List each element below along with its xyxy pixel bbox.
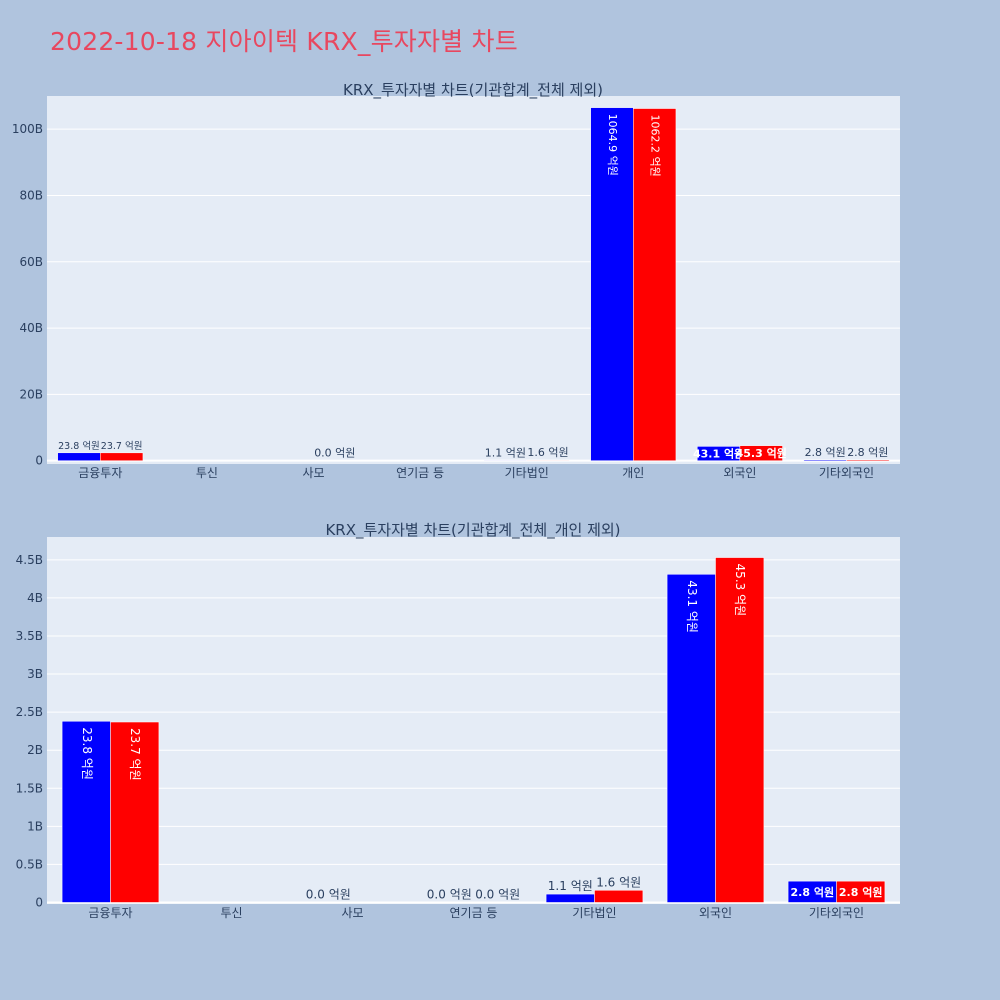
bar-value-label: 2.8 억원 <box>791 885 835 899</box>
y-tick-label: 2B <box>27 743 43 757</box>
x-tick-label: 외국인 <box>699 906 732 920</box>
bar <box>526 459 570 461</box>
x-tick-label: 기타외국인 <box>819 466 874 480</box>
bar-value-label: 0.0 억원 <box>427 887 472 901</box>
bar <box>594 890 644 903</box>
y-tick-label: 0.5B <box>16 857 43 871</box>
x-tick-label: 연기금 등 <box>450 906 498 920</box>
y-tick-label: 40B <box>19 321 43 335</box>
chart-2-title: KRX_투자자별 차트(기관합계_전체_개인 제외) <box>325 521 620 540</box>
x-tick-label: 금융투자 <box>88 906 132 920</box>
y-tick-label: 60B <box>19 255 43 269</box>
x-tick-label: 기타외국인 <box>809 906 864 920</box>
y-tick-label: 1.5B <box>16 781 43 795</box>
bar <box>836 880 886 903</box>
x-tick-label: 사모 <box>341 906 363 920</box>
x-tick-label: 금융투자 <box>78 466 122 480</box>
bar-value-label: 1.6 억원 <box>527 446 568 459</box>
y-tick-label: 100B <box>12 122 43 136</box>
bar-value-label: 23.7 억원 <box>101 440 143 452</box>
x-tick-label: 개인 <box>622 466 644 480</box>
y-tick-label: 0 <box>35 454 43 468</box>
bar-value-label: 23.8 억원 <box>58 440 100 452</box>
bar <box>633 108 677 461</box>
bar-value-label: 45.3 억원 <box>733 564 747 617</box>
bar-value-label: 1062.2 억원 <box>649 115 662 177</box>
bar <box>803 459 847 461</box>
x-tick-label: 기타법인 <box>572 906 616 920</box>
y-tick-label: 0 <box>35 895 43 909</box>
bar-value-label: 1064.9 억원 <box>606 114 619 176</box>
y-tick-label: 20B <box>19 387 43 401</box>
bar-value-label: 1.6 억원 <box>596 875 641 889</box>
bar-value-label: 23.7 억원 <box>128 728 142 781</box>
bar <box>545 893 595 903</box>
bar <box>110 721 160 903</box>
bar <box>739 445 783 461</box>
x-tick-label: 투신 <box>196 466 218 480</box>
x-tick-label: 연기금 등 <box>396 466 444 480</box>
bar-value-label: 43.1 억원 <box>693 447 744 461</box>
x-tick-label: 사모 <box>302 466 324 480</box>
x-tick-label: 투신 <box>220 906 242 920</box>
bar-value-label: 1.1 억원 <box>485 446 526 459</box>
x-tick-label: 기타법인 <box>505 466 549 480</box>
bar-value-label: 43.1 억원 <box>685 580 699 633</box>
bar-value-label: 2.8 억원 <box>805 446 846 459</box>
y-tick-label: 4B <box>27 591 43 605</box>
y-tick-label: 3B <box>27 667 43 681</box>
y-tick-label: 4.5B <box>16 553 43 567</box>
chart-2: 0 0.5B 1B 1.5B 2B 2.5B 3B 3.5B 4B 4.5B 금융투자 투신 사모 연기금… <box>16 537 900 920</box>
bar-value-label: 0.0 억원 <box>314 447 355 460</box>
bar <box>100 452 144 461</box>
bar-value-label: 0.0 억원 <box>475 887 520 901</box>
bar <box>715 557 765 903</box>
y-tick-label: 1B <box>27 819 43 833</box>
chart-1: 0 20B 40B 60B 80B 100B 금융투자 투신 사모 연기금 등 기타법인 개인 외국인 기… <box>12 96 900 480</box>
bar <box>57 452 101 461</box>
x-tick-label: 외국인 <box>723 466 756 480</box>
bar-value-label: 23.8 억원 <box>80 727 94 780</box>
bar <box>846 459 890 461</box>
bar-value-label: 0.0 억원 <box>306 887 351 901</box>
bar-value-label: 45.3 억원 <box>736 446 787 460</box>
bar-value-label: 2.8 억원 <box>847 446 888 459</box>
chart-2-plot-area <box>47 537 900 904</box>
bar-value-label: 1.1 억원 <box>548 879 593 893</box>
page-title: 2022-10-18 지아이텍 KRX_투자자별 차트 <box>50 27 518 56</box>
bar-value-label: 2.8 억원 <box>839 885 883 899</box>
chart-1-title: KRX_투자자별 차트(기관합계_전체 제외) <box>343 81 603 100</box>
y-tick-label: 80B <box>19 188 43 202</box>
y-tick-label: 2.5B <box>16 705 43 719</box>
chart-1-plot-area <box>47 96 900 464</box>
y-tick-label: 3.5B <box>16 629 43 643</box>
bar <box>666 574 716 903</box>
